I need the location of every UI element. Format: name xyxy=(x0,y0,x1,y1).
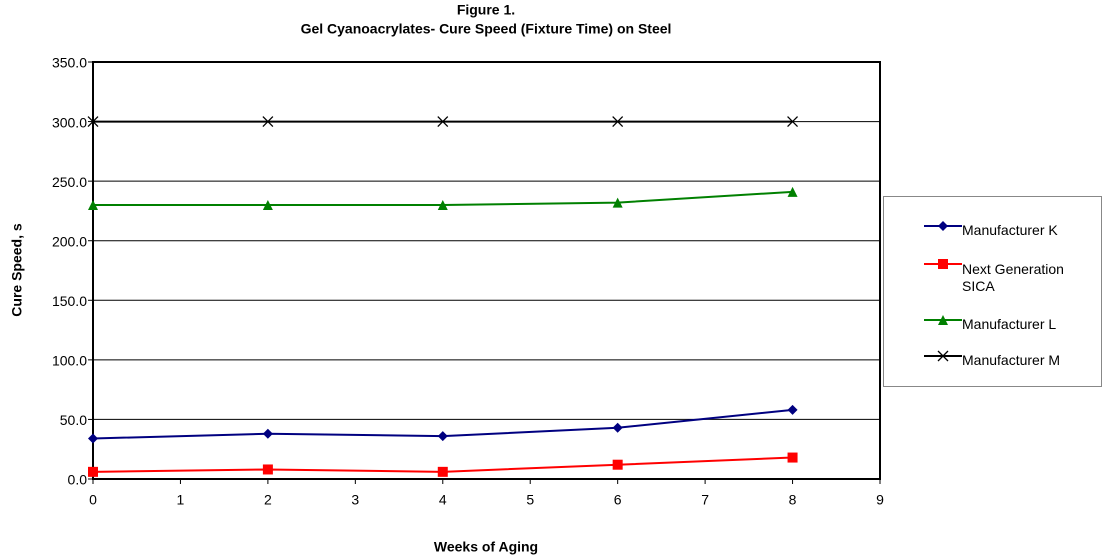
legend-label: Next Generation SICA xyxy=(962,261,1064,294)
y-tick-label: 50.0 xyxy=(60,412,87,428)
marker xyxy=(612,459,623,470)
y-tick-label: 200.0 xyxy=(52,233,87,249)
plot-border xyxy=(92,61,881,480)
x-tick-label: 8 xyxy=(789,492,797,508)
x-tick-label: 2 xyxy=(264,492,272,508)
legend-swatch xyxy=(924,350,962,362)
legend-swatch xyxy=(924,315,962,325)
marker xyxy=(88,433,98,444)
x-axis-label: Weeks of Aging xyxy=(434,539,538,555)
y-tick-label: 350.0 xyxy=(52,55,87,71)
y-tick-label: 150.0 xyxy=(52,293,87,309)
marker xyxy=(787,404,798,415)
x-tick-label: 5 xyxy=(526,492,534,508)
x-tick-label: 1 xyxy=(177,492,185,508)
marker xyxy=(88,199,98,210)
y-axis-label: Cure Speed, s xyxy=(9,223,25,317)
legend-label: Manufacturer K xyxy=(962,222,1058,238)
marker xyxy=(937,350,949,362)
x-tick-label: 6 xyxy=(614,492,622,508)
marker xyxy=(262,116,274,128)
marker xyxy=(787,186,798,197)
marker xyxy=(87,116,99,128)
marker xyxy=(938,259,948,269)
marker xyxy=(262,464,273,475)
marker xyxy=(437,466,448,477)
y-tick-label: 250.0 xyxy=(52,174,87,190)
chart-title: Figure 1. xyxy=(457,2,515,18)
legend-swatch xyxy=(924,221,962,231)
y-tick-label: 300.0 xyxy=(52,114,87,130)
marker xyxy=(612,116,624,128)
marker xyxy=(938,221,948,231)
x-tick-label: 7 xyxy=(701,492,709,508)
marker xyxy=(437,199,448,210)
chart-subtitle: Gel Cyanoacrylates- Cure Speed (Fixture … xyxy=(301,21,672,37)
marker xyxy=(938,315,948,325)
marker xyxy=(787,452,798,463)
marker xyxy=(787,116,799,128)
x-tick-label: 0 xyxy=(89,492,97,508)
marker xyxy=(88,466,98,477)
x-tick-label: 9 xyxy=(876,492,884,508)
legend-swatch xyxy=(924,259,962,269)
legend-label: Manufacturer L xyxy=(962,316,1057,332)
marker xyxy=(612,422,623,433)
legend: Manufacturer K Next Generation SICA Manufa… xyxy=(883,196,1102,387)
marker xyxy=(437,431,448,442)
marker xyxy=(612,197,623,208)
y-tick-label: 0.0 xyxy=(68,472,88,488)
marker xyxy=(262,199,273,210)
x-tick-label: 4 xyxy=(439,492,447,508)
y-tick-label: 100.0 xyxy=(52,353,87,369)
marker xyxy=(437,116,449,128)
marker xyxy=(262,428,273,439)
x-tick-label: 3 xyxy=(351,492,359,508)
legend-label: Manufacturer M xyxy=(962,352,1061,368)
